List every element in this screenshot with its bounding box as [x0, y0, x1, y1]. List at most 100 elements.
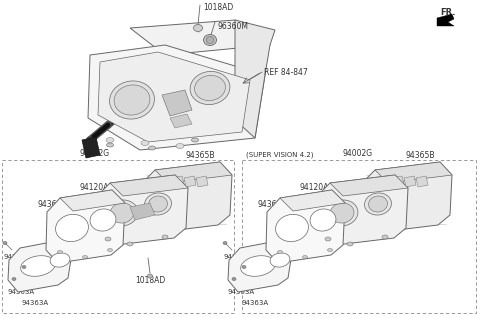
Ellipse shape [364, 193, 392, 215]
Polygon shape [82, 137, 100, 158]
Ellipse shape [162, 235, 168, 239]
Text: 94363A: 94363A [238, 276, 265, 282]
Ellipse shape [3, 241, 7, 245]
Ellipse shape [192, 138, 199, 142]
Polygon shape [404, 176, 416, 187]
Polygon shape [266, 190, 345, 263]
Ellipse shape [83, 255, 87, 259]
Ellipse shape [21, 256, 55, 276]
Text: 94360D: 94360D [38, 200, 68, 209]
Text: 94002G: 94002G [80, 149, 110, 158]
Polygon shape [60, 190, 125, 211]
Ellipse shape [242, 266, 246, 268]
Ellipse shape [240, 256, 276, 276]
Text: 94363A: 94363A [223, 254, 250, 260]
Ellipse shape [326, 200, 358, 226]
Ellipse shape [108, 248, 112, 252]
Ellipse shape [325, 237, 331, 241]
Polygon shape [160, 176, 172, 187]
Ellipse shape [382, 235, 388, 239]
Ellipse shape [270, 253, 290, 267]
Text: 1018AD: 1018AD [203, 3, 233, 12]
Ellipse shape [114, 85, 150, 115]
Text: 1018AD: 1018AD [135, 276, 165, 285]
Ellipse shape [56, 214, 88, 242]
Polygon shape [184, 176, 196, 187]
Text: 94120A: 94120A [300, 183, 329, 192]
Text: 94363A: 94363A [8, 289, 35, 295]
Polygon shape [362, 162, 452, 233]
Polygon shape [228, 240, 292, 292]
Ellipse shape [147, 274, 153, 278]
Bar [242, 160, 476, 313]
Polygon shape [170, 114, 192, 128]
Polygon shape [8, 240, 72, 292]
Polygon shape [280, 190, 345, 211]
Polygon shape [110, 175, 188, 196]
Polygon shape [130, 203, 155, 220]
Polygon shape [172, 176, 184, 187]
Text: 94363A: 94363A [242, 300, 269, 306]
Ellipse shape [206, 37, 214, 44]
Text: 94002G: 94002G [343, 149, 373, 158]
Ellipse shape [90, 209, 116, 231]
Text: FR.: FR. [440, 8, 456, 17]
Ellipse shape [141, 141, 149, 146]
Ellipse shape [223, 241, 227, 245]
Ellipse shape [148, 146, 156, 150]
Text: 94360D: 94360D [258, 200, 288, 209]
Ellipse shape [12, 278, 16, 280]
Polygon shape [96, 175, 188, 246]
Ellipse shape [105, 237, 111, 241]
Ellipse shape [193, 24, 203, 31]
Polygon shape [416, 176, 428, 187]
Ellipse shape [232, 278, 236, 280]
Ellipse shape [110, 203, 134, 223]
Text: 94120A: 94120A [80, 183, 109, 192]
Ellipse shape [190, 72, 230, 105]
Polygon shape [235, 20, 275, 138]
Polygon shape [130, 20, 270, 55]
Text: 94363A: 94363A [3, 254, 30, 260]
Text: 94363A: 94363A [18, 276, 45, 282]
Ellipse shape [106, 137, 114, 142]
Polygon shape [98, 52, 250, 142]
Ellipse shape [277, 251, 283, 253]
Bar [2, 160, 234, 313]
Ellipse shape [106, 200, 138, 226]
Ellipse shape [194, 75, 226, 100]
Text: 94363A: 94363A [228, 289, 255, 295]
Ellipse shape [369, 196, 387, 212]
Ellipse shape [176, 143, 184, 149]
Ellipse shape [58, 251, 62, 253]
Ellipse shape [127, 242, 133, 246]
Ellipse shape [144, 193, 171, 215]
Text: 94365B: 94365B [405, 151, 434, 160]
Text: 94365B: 94365B [185, 151, 215, 160]
Text: 94363A: 94363A [22, 300, 49, 306]
Polygon shape [196, 176, 208, 187]
Polygon shape [46, 190, 125, 263]
Ellipse shape [204, 34, 216, 45]
Text: (SUPER VISION 4.2): (SUPER VISION 4.2) [246, 151, 313, 158]
Ellipse shape [109, 81, 155, 119]
Polygon shape [330, 175, 408, 196]
Ellipse shape [22, 266, 26, 268]
Ellipse shape [327, 248, 333, 252]
Polygon shape [88, 45, 265, 150]
Ellipse shape [310, 209, 336, 231]
Polygon shape [162, 90, 192, 116]
Polygon shape [155, 162, 232, 183]
Polygon shape [392, 176, 404, 187]
Ellipse shape [107, 143, 113, 147]
Ellipse shape [302, 255, 308, 259]
Polygon shape [316, 175, 408, 246]
Ellipse shape [347, 242, 353, 246]
Polygon shape [142, 162, 232, 233]
Polygon shape [375, 162, 452, 183]
Ellipse shape [330, 203, 354, 223]
Ellipse shape [148, 196, 168, 212]
Polygon shape [437, 14, 454, 26]
Polygon shape [380, 176, 392, 187]
Text: REF 84-847: REF 84-847 [264, 68, 308, 77]
